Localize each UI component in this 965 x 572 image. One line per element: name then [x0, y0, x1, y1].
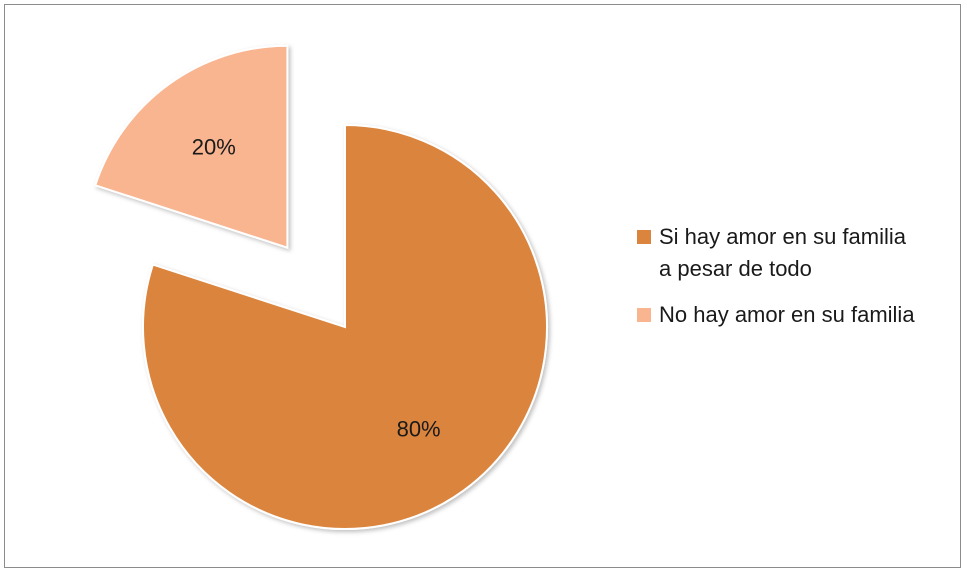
pie-slice-1 — [94, 44, 289, 250]
pie-slice-0 — [142, 123, 548, 530]
legend: Si hay amor en su familia a pesar de tod… — [637, 221, 957, 345]
pie-value-labels: 80% 20% — [192, 134, 441, 441]
chart-area: 80% 20% Si hay amor en su familia a pesar… — [4, 4, 961, 568]
legend-swatch-no-hay-amor — [637, 308, 651, 322]
pie-slices — [94, 44, 548, 530]
legend-item-no-hay-amor: No hay amor en su familia — [637, 299, 957, 331]
legend-item-si-hay-amor: Si hay amor en su familia a pesar de tod… — [637, 221, 957, 285]
pie-chart: 80% 20% — [94, 44, 548, 530]
pie-value-label-1: 20% — [192, 134, 236, 159]
legend-label-si-hay-amor: Si hay amor en su familia a pesar de tod… — [659, 224, 906, 281]
legend-label-no-hay-amor: No hay amor en su familia — [659, 302, 915, 327]
pie-value-label-0: 80% — [397, 416, 441, 441]
legend-swatch-si-hay-amor — [637, 230, 651, 244]
